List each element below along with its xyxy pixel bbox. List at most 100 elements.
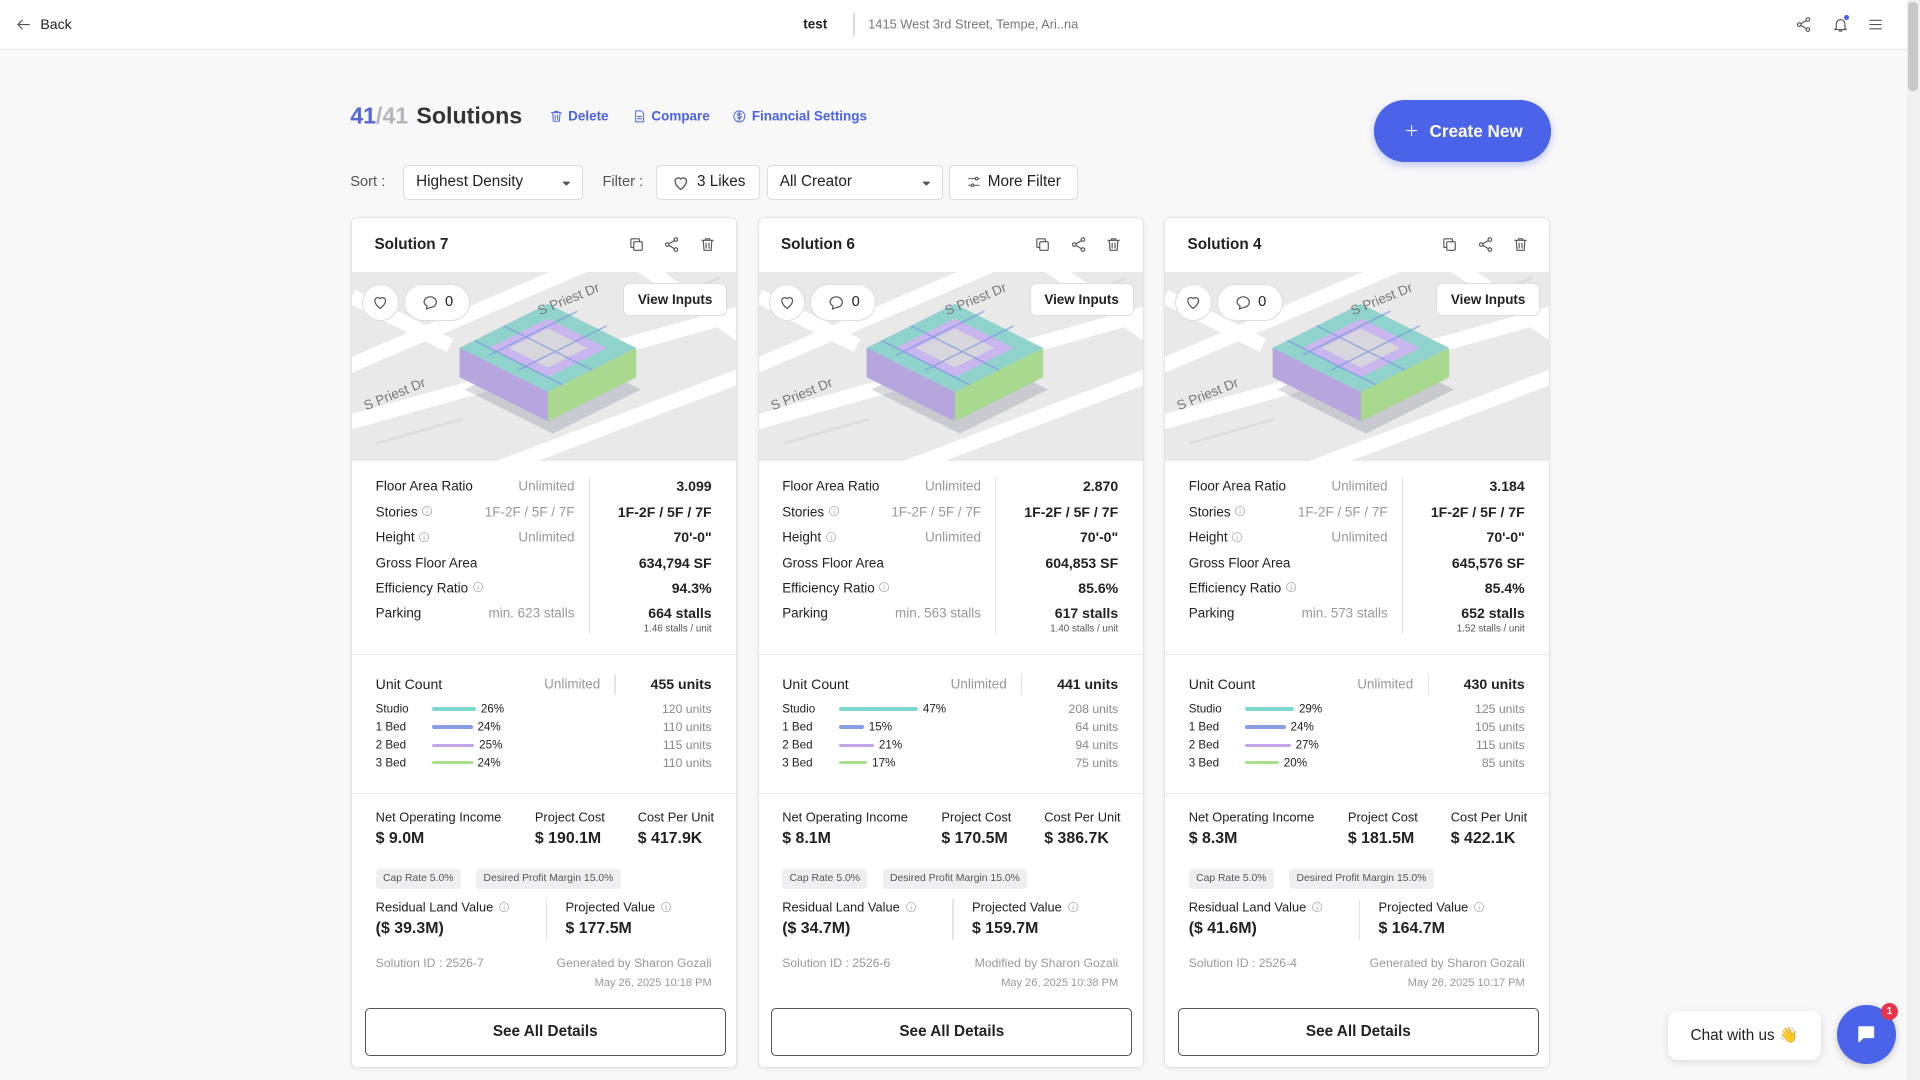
- solution-id: Solution ID : 2526-4: [1188, 956, 1297, 971]
- duplicate-icon[interactable]: [628, 236, 645, 253]
- info-icon: [905, 902, 916, 913]
- create-new-button[interactable]: Create New: [1373, 100, 1552, 162]
- see-all-details-button[interactable]: See All Details: [771, 1007, 1133, 1057]
- metric-label: Floor Area Ratio: [1188, 478, 1286, 494]
- chat-label[interactable]: Chat with us 👋: [1667, 1011, 1821, 1061]
- unit-mix-bar: [838, 725, 864, 729]
- share-icon[interactable]: [1477, 236, 1494, 253]
- share-icon[interactable]: [663, 236, 680, 253]
- comment-count: 0: [1258, 294, 1267, 311]
- filter-label: Filter :: [602, 174, 644, 191]
- notifications-icon[interactable]: [1832, 16, 1849, 33]
- residual-label: Residual Land Value: [782, 899, 900, 915]
- likes-filter[interactable]: 3 Likes: [656, 165, 761, 200]
- card-title: Solution 4: [1187, 235, 1262, 253]
- info-icon: [828, 506, 839, 517]
- metric-value: 1F-2F / 5F / 7F: [617, 503, 712, 520]
- metric-limit: Unlimited: [924, 529, 982, 545]
- residual-label: Residual Land Value: [375, 899, 494, 915]
- unit-mix-bar: [838, 760, 868, 765]
- financial-value: $ 170.5M: [941, 829, 1008, 847]
- metrics-divider: [1401, 477, 1404, 635]
- unit-percent: 25%: [479, 738, 503, 752]
- unit-mix-bar: [432, 743, 475, 748]
- unit-mix-bar: [432, 725, 473, 729]
- sort-dropdown[interactable]: Highest Density: [402, 165, 583, 200]
- metric-value: 617 stalls: [1054, 605, 1119, 622]
- view-inputs-button[interactable]: View Inputs: [1436, 282, 1541, 316]
- metric-value: 85.6%: [1078, 579, 1119, 596]
- duplicate-icon[interactable]: [1034, 236, 1051, 253]
- toolbar-action[interactable]: Financial Settings: [751, 108, 867, 124]
- site-map: [758, 271, 1143, 462]
- unit-number: 105 units: [1475, 720, 1525, 735]
- metrics-divider: [995, 477, 997, 635]
- unit-limit: Unlimited: [544, 676, 601, 692]
- delete-icon[interactable]: [699, 236, 716, 253]
- unit-count-label: Unit Count: [1188, 676, 1256, 693]
- unit-number: 208 units: [1068, 701, 1119, 716]
- unit-type: 2 Bed: [1188, 738, 1220, 752]
- solution-author: Generated by Sharon Gozali: [1369, 956, 1525, 971]
- top-bar: Back test 1415 West 3rd Street, Tempe, Ari…: [0, 0, 1920, 50]
- toolbar-action[interactable]: Delete: [568, 108, 609, 124]
- unit-type: 3 Bed: [375, 756, 407, 770]
- comment-button[interactable]: 0: [1216, 283, 1284, 321]
- assumption-tag: Desired Profit Margin 15.0%: [1289, 869, 1434, 889]
- back-link[interactable]: Back: [40, 16, 72, 33]
- metric-value: 604,853 SF: [1045, 555, 1119, 572]
- action-icon[interactable]: [549, 109, 564, 124]
- more-filter-button-text: More Filter: [987, 173, 1061, 191]
- more-filter-button-icon: [967, 177, 980, 188]
- creator-dropdown[interactable]: All Creator: [766, 165, 943, 200]
- metric-limit: 1F-2F / 5F / 7F: [891, 504, 982, 520]
- like-button[interactable]: [768, 283, 806, 321]
- toolbar-action[interactable]: Compare: [651, 108, 710, 124]
- share-icon[interactable]: [1795, 16, 1812, 33]
- share-icon[interactable]: [1070, 236, 1087, 253]
- delete-icon[interactable]: [1105, 236, 1122, 253]
- unit-limit: Unlimited: [1357, 676, 1414, 692]
- projected-label: Projected Value: [1378, 899, 1469, 915]
- metric-label: Parking: [782, 605, 828, 621]
- back-icon[interactable]: [15, 16, 32, 33]
- like-button[interactable]: [1175, 283, 1212, 321]
- see-all-details-button[interactable]: See All Details: [1177, 1007, 1539, 1057]
- unit-percent: 26%: [480, 702, 505, 716]
- metric-label: Height: [782, 529, 822, 545]
- comment-count: 0: [445, 294, 454, 311]
- view-inputs-button[interactable]: View Inputs: [623, 282, 728, 316]
- action-icon[interactable]: [632, 109, 647, 124]
- unit-percent: 15%: [868, 720, 893, 734]
- solution-date: May 26, 2025 10:17 PM: [1407, 977, 1525, 990]
- metric-label: Parking: [1188, 605, 1235, 621]
- metric-value: 85.4%: [1484, 579, 1525, 596]
- metric-value: 70'-0": [1486, 529, 1525, 546]
- like-button[interactable]: [362, 283, 399, 321]
- action-icon[interactable]: [732, 109, 747, 124]
- metric-limit: Unlimited: [518, 529, 575, 545]
- unit-type: 2 Bed: [375, 738, 407, 752]
- unit-number: 85 units: [1481, 755, 1525, 770]
- card-title: Solution 6: [780, 235, 855, 253]
- view-inputs-button[interactable]: View Inputs: [1029, 282, 1134, 316]
- solution-date: May 26, 2025 10:38 PM: [1001, 977, 1119, 990]
- residual-value: ($ 39.3M): [375, 920, 444, 938]
- unit-mix-bar: [1245, 725, 1286, 729]
- metric-value: 1F-2F / 5F / 7F: [1024, 503, 1119, 520]
- delete-icon[interactable]: [1512, 236, 1529, 253]
- duplicate-icon[interactable]: [1441, 236, 1458, 253]
- financial-label: Project Cost: [1347, 809, 1418, 824]
- unit-type: 2 Bed: [782, 738, 813, 752]
- see-all-details-button[interactable]: See All Details: [364, 1007, 726, 1057]
- comment-button[interactable]: 0: [403, 283, 470, 321]
- metric-label: Floor Area Ratio: [782, 478, 880, 494]
- unit-percent: 24%: [1290, 720, 1314, 734]
- more-filter-button[interactable]: More Filter: [948, 165, 1078, 200]
- card-title: Solution 7: [374, 235, 449, 253]
- menu-icon[interactable]: [1867, 16, 1884, 33]
- unit-percent: 17%: [872, 756, 896, 770]
- comment-button[interactable]: 0: [810, 283, 877, 321]
- metric-label: Gross Floor Area: [782, 555, 884, 571]
- value-divider: [1358, 898, 1361, 941]
